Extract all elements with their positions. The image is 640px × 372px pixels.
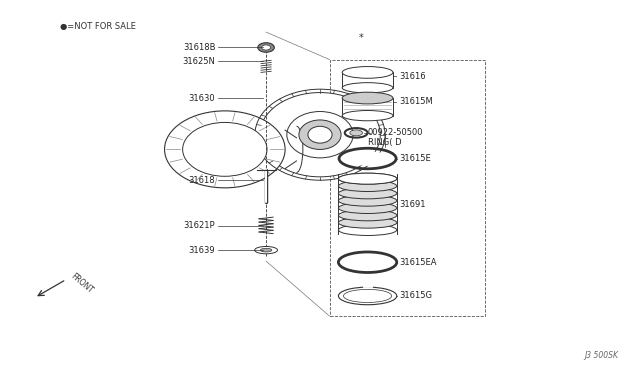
Text: 31691: 31691 (399, 200, 426, 209)
Ellipse shape (342, 110, 393, 121)
Ellipse shape (299, 120, 341, 150)
Ellipse shape (339, 210, 397, 221)
Ellipse shape (350, 130, 362, 136)
Text: RING( D: RING( D (367, 138, 401, 147)
Text: 00922-50500: 00922-50500 (367, 128, 423, 137)
Text: 31625N: 31625N (182, 57, 215, 66)
Ellipse shape (262, 45, 271, 50)
Ellipse shape (342, 92, 393, 104)
Ellipse shape (339, 224, 397, 235)
Ellipse shape (260, 248, 272, 252)
Ellipse shape (255, 247, 278, 254)
Text: 31615G: 31615G (399, 291, 432, 301)
Ellipse shape (346, 151, 389, 166)
Text: ●=NOT FOR SALE: ●=NOT FOR SALE (60, 22, 136, 31)
Ellipse shape (339, 188, 397, 199)
Text: J3 500SK: J3 500SK (584, 351, 618, 360)
Ellipse shape (339, 195, 397, 206)
Text: 31616: 31616 (399, 71, 426, 81)
Ellipse shape (182, 122, 267, 176)
Text: 31639: 31639 (189, 246, 215, 254)
Ellipse shape (258, 43, 275, 52)
Ellipse shape (342, 83, 393, 93)
Ellipse shape (164, 111, 285, 188)
Ellipse shape (287, 112, 353, 158)
Text: 31615M: 31615M (399, 97, 433, 106)
Ellipse shape (339, 217, 397, 228)
Text: *: * (359, 33, 364, 42)
FancyBboxPatch shape (342, 73, 393, 88)
Ellipse shape (339, 173, 397, 184)
Ellipse shape (339, 202, 397, 214)
Text: 31615E: 31615E (399, 154, 431, 163)
Ellipse shape (308, 126, 332, 143)
Text: 31615EA: 31615EA (399, 258, 437, 267)
FancyBboxPatch shape (342, 98, 393, 116)
Text: 31618B: 31618B (183, 43, 215, 52)
Text: 31618: 31618 (189, 176, 215, 185)
Text: 31630: 31630 (189, 93, 215, 103)
Ellipse shape (339, 173, 397, 184)
Ellipse shape (346, 255, 389, 270)
Ellipse shape (339, 180, 397, 192)
Text: 31621P: 31621P (184, 221, 215, 230)
Ellipse shape (342, 67, 393, 78)
Ellipse shape (260, 93, 380, 177)
Text: FRONT: FRONT (69, 271, 95, 295)
